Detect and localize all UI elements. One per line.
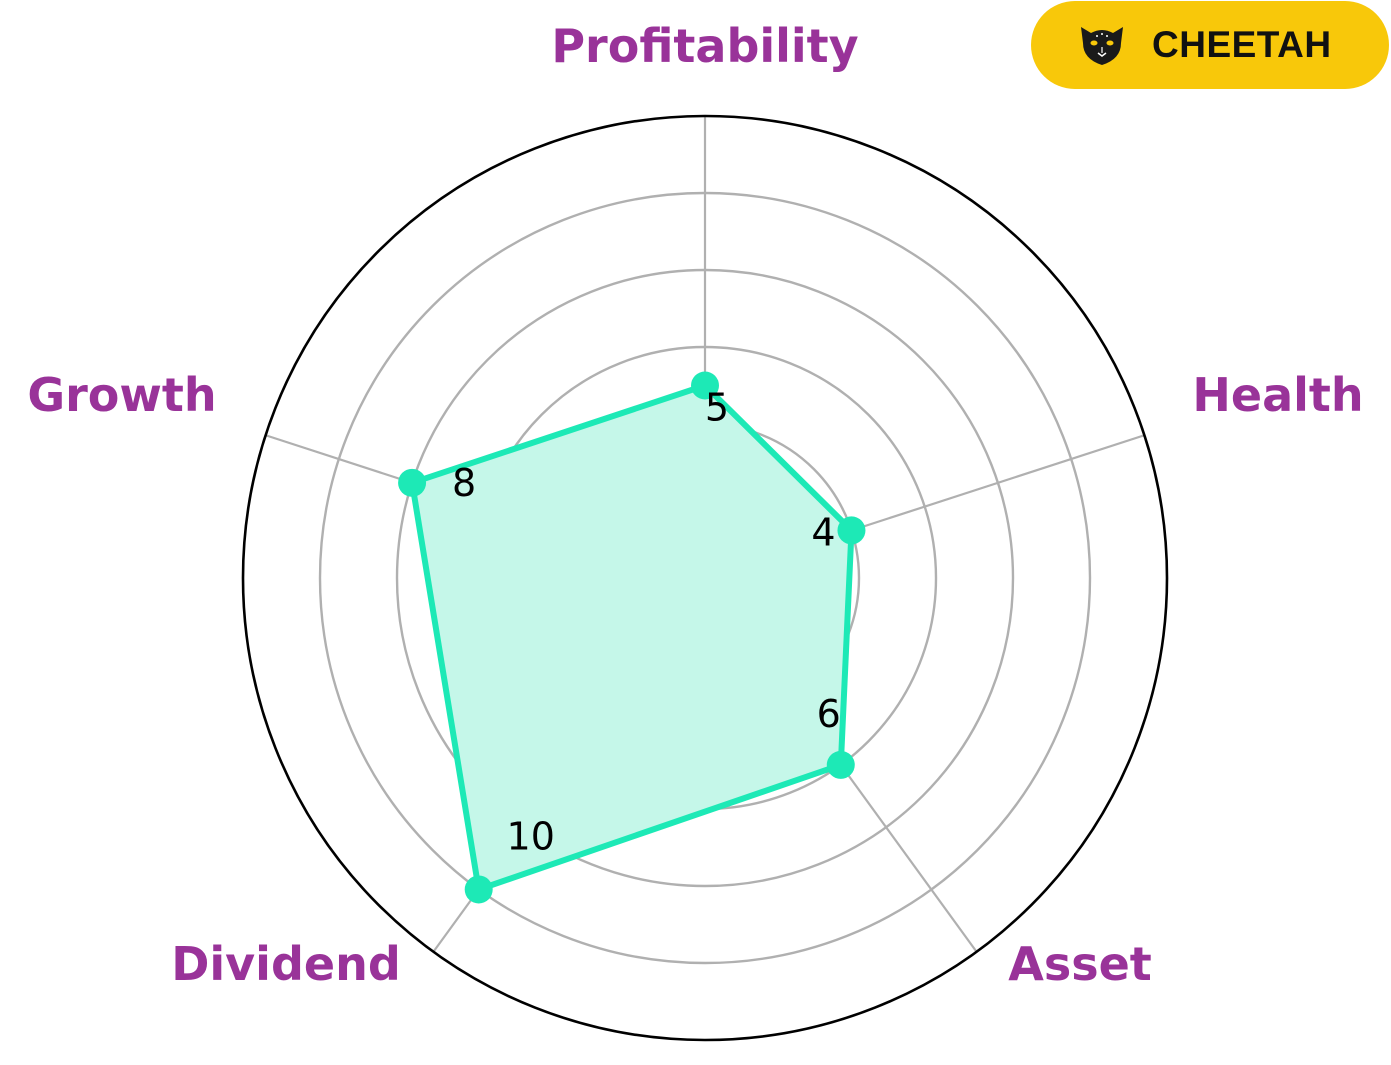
value-label-dividend: 10 [507, 814, 555, 858]
data-point-profitability [691, 371, 719, 400]
cheetah-head-icon [1077, 23, 1127, 67]
chart-series [398, 371, 866, 904]
chart-labels: 5 4 6 10 8 Profitability Health Asset Dividend Gr… [27, 19, 1363, 991]
data-point-growth [398, 468, 427, 497]
data-point-dividend [464, 875, 493, 904]
value-label-health: 4 [811, 510, 835, 554]
outer-ring [241, 114, 1169, 1042]
value-label-asset: 6 [817, 692, 841, 736]
brand-name: CHEETAH [1152, 24, 1332, 65]
axis-label-dividend: Dividend [171, 937, 401, 991]
data-point-health [837, 516, 866, 545]
brand-badge[interactable]: CHEETAH [1031, 1, 1389, 89]
value-label-growth: 8 [452, 461, 476, 505]
axis-label-profitability: Profitability [551, 19, 858, 73]
axis-label-health: Health [1192, 368, 1363, 422]
axis-label-asset: Asset [1008, 937, 1152, 991]
series-line [409, 382, 855, 893]
axis-label-growth: Growth [27, 368, 216, 422]
series-area [412, 385, 852, 890]
data-point-asset [826, 750, 855, 779]
value-label-profitability: 5 [705, 386, 729, 430]
